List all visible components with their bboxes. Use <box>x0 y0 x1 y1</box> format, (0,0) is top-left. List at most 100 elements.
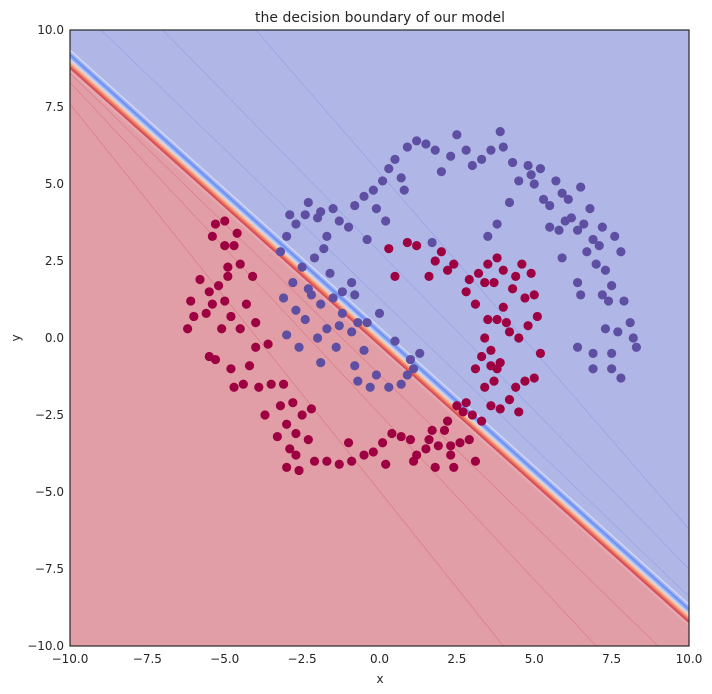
data-point-upper <box>576 182 586 192</box>
data-point-lower <box>442 416 453 426</box>
data-point-upper <box>572 277 583 288</box>
data-point-upper <box>328 204 338 214</box>
data-point-lower <box>359 450 369 460</box>
data-point-upper <box>427 237 437 248</box>
data-point-upper <box>613 327 623 337</box>
x-tick-label: −7.5 <box>133 652 162 666</box>
data-point-lower <box>511 271 521 281</box>
data-point-upper <box>396 173 406 183</box>
data-point-lower <box>492 253 502 263</box>
y-tick-label: −2.5 <box>35 408 64 422</box>
x-tick-label: −2.5 <box>288 652 317 666</box>
data-point-upper <box>588 234 598 245</box>
data-point-lower <box>529 290 539 300</box>
data-point-upper <box>545 200 555 211</box>
data-point-lower <box>504 327 515 337</box>
contour-line-upper <box>162 30 689 570</box>
data-point-upper <box>616 247 626 257</box>
data-point-lower <box>483 314 493 325</box>
data-point-upper <box>347 277 357 288</box>
data-point-lower <box>334 459 344 469</box>
boundary-band <box>70 67 689 624</box>
data-point-lower <box>266 379 276 389</box>
x-tick-label: 10.0 <box>676 652 703 666</box>
data-point-upper <box>523 160 533 171</box>
data-point-upper <box>607 281 617 291</box>
data-point-lower <box>396 431 406 442</box>
data-point-lower <box>433 441 443 451</box>
data-point-lower <box>347 456 357 466</box>
data-point-lower <box>226 311 236 322</box>
data-point-upper <box>328 293 338 303</box>
data-point-lower <box>229 241 239 251</box>
scatter-series-upper <box>275 127 641 392</box>
data-point-upper <box>300 210 310 220</box>
data-point-upper <box>313 333 323 343</box>
data-point-lower <box>498 302 508 312</box>
data-point-upper <box>631 342 641 352</box>
data-point-upper <box>628 333 638 343</box>
data-point-lower <box>501 318 511 328</box>
data-point-upper <box>334 321 344 331</box>
data-point-lower <box>470 456 481 466</box>
contour-line-upper <box>100 30 689 597</box>
data-point-lower <box>486 361 496 371</box>
data-point-lower <box>201 308 211 318</box>
y-axis-label: y <box>9 334 23 341</box>
data-point-lower <box>402 237 412 248</box>
data-point-lower <box>480 382 490 392</box>
data-point-upper <box>350 290 360 300</box>
data-point-lower <box>461 287 471 297</box>
data-point-lower <box>452 401 462 411</box>
data-point-lower <box>455 438 465 448</box>
x-tick-label: 7.5 <box>602 652 621 666</box>
data-point-lower <box>461 398 471 408</box>
data-point-upper <box>554 225 564 235</box>
data-point-lower <box>489 376 499 386</box>
data-point-lower <box>464 274 474 285</box>
data-point-upper <box>576 290 586 300</box>
x-tick-label: 5.0 <box>525 652 544 666</box>
data-point-upper <box>467 160 477 171</box>
data-point-upper <box>362 234 372 245</box>
data-point-upper <box>430 145 440 155</box>
y-tick-label: 5.0 <box>45 177 64 191</box>
data-point-lower <box>278 379 289 389</box>
data-point-lower <box>260 410 270 420</box>
data-point-lower <box>532 311 542 322</box>
data-point-upper <box>526 170 536 180</box>
data-point-lower <box>486 345 496 355</box>
data-point-upper <box>316 358 326 368</box>
data-point-upper <box>337 308 347 318</box>
data-point-upper <box>303 197 313 208</box>
data-point-upper <box>436 167 446 177</box>
data-point-lower <box>254 382 264 392</box>
data-point-upper <box>350 361 360 371</box>
data-point-upper <box>600 265 611 275</box>
data-point-lower <box>405 435 416 445</box>
data-point-lower <box>439 425 450 435</box>
data-point-lower <box>282 462 292 472</box>
y-tick-label: −7.5 <box>35 562 64 576</box>
y-tick-label: −10.0 <box>27 639 64 653</box>
data-point-upper <box>297 262 307 272</box>
data-point-lower <box>449 259 459 269</box>
data-point-upper <box>399 185 409 195</box>
plot-frame <box>69 29 690 647</box>
data-point-upper <box>300 314 310 325</box>
data-point-upper <box>498 142 508 152</box>
data-point-upper <box>331 342 341 352</box>
data-point-upper <box>557 253 567 263</box>
data-point-upper <box>607 348 617 358</box>
data-point-upper <box>359 191 369 201</box>
data-point-upper <box>343 222 354 232</box>
boundary-contour-bands <box>70 30 689 646</box>
data-point-lower <box>412 241 422 251</box>
data-point-upper <box>486 145 496 155</box>
boundary-band <box>70 69 689 627</box>
contour-line-lower <box>70 103 504 646</box>
data-point-upper <box>535 164 546 174</box>
data-point-upper <box>275 247 286 257</box>
data-point-lower <box>217 324 227 334</box>
data-point-lower <box>322 456 332 466</box>
